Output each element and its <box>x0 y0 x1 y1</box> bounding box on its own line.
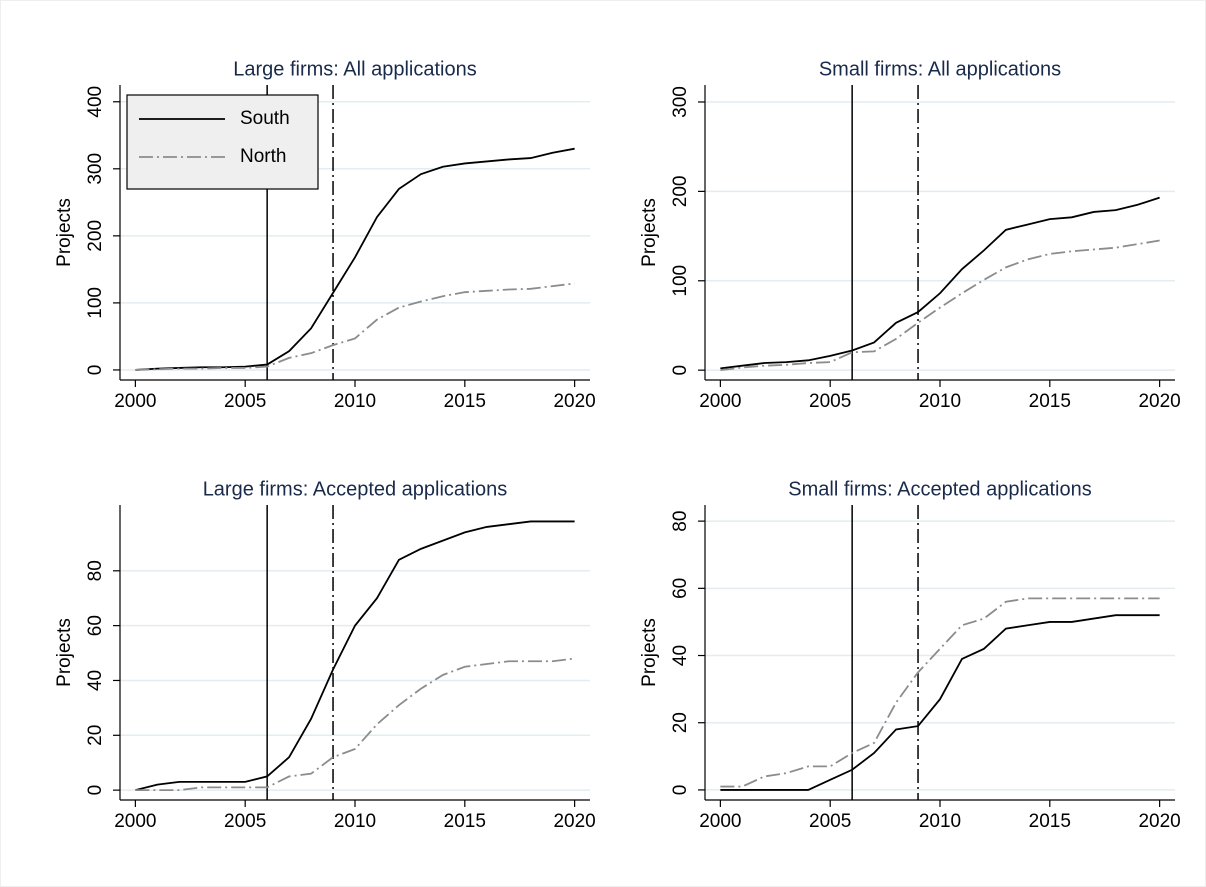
x-tick-label: 2010 <box>334 391 376 412</box>
series-line <box>135 282 575 371</box>
chart-title: Large firms: All applications <box>233 58 476 80</box>
x-tick-label: 2005 <box>809 811 851 832</box>
x-tick-label: 2000 <box>699 391 741 412</box>
y-tick-label: 200 <box>670 176 691 208</box>
x-tick-label: 2020 <box>1138 391 1180 412</box>
x-tick-label: 2000 <box>114 391 156 412</box>
x-tick-label: 2010 <box>919 391 961 412</box>
series-line <box>135 657 575 792</box>
y-tick-label: 300 <box>670 86 691 118</box>
x-tick-label: 2020 <box>553 391 595 412</box>
series-line <box>720 597 1160 788</box>
series-line <box>720 614 1160 791</box>
y-axis-label: Projects <box>54 618 75 687</box>
y-tick-label: 100 <box>670 265 691 297</box>
y-tick-label: 200 <box>85 220 106 252</box>
x-tick-label: 2010 <box>334 811 376 832</box>
x-tick-label: 2015 <box>1029 391 1071 412</box>
series-line <box>135 147 575 371</box>
y-axis-label: Projects <box>54 198 75 267</box>
x-tick-label: 2000 <box>114 811 156 832</box>
y-tick-label: 60 <box>670 578 691 599</box>
x-tick-label: 2005 <box>809 391 851 412</box>
x-tick-label: 2020 <box>1138 811 1180 832</box>
y-tick-label: 300 <box>85 153 106 185</box>
chart-title: Small firms: Accepted applications <box>788 478 1091 500</box>
y-tick-label: 60 <box>85 615 106 636</box>
y-tick-label: 40 <box>85 670 106 691</box>
x-tick-label: 2015 <box>444 811 486 832</box>
x-tick-label: 2015 <box>1029 811 1071 832</box>
y-tick-label: 0 <box>670 785 691 796</box>
y-tick-label: 20 <box>670 712 691 733</box>
y-tick-label: 0 <box>85 365 106 376</box>
series-line <box>720 239 1160 372</box>
y-tick-label: 80 <box>85 560 106 581</box>
legend-box <box>126 94 319 190</box>
x-tick-label: 2000 <box>699 811 741 832</box>
y-tick-label: 0 <box>85 785 106 796</box>
y-tick-label: 20 <box>85 725 106 746</box>
legend-label: South <box>240 108 290 129</box>
series-line <box>720 196 1160 370</box>
y-tick-label: 100 <box>85 287 106 319</box>
x-tick-label: 2015 <box>444 391 486 412</box>
legend-label: North <box>240 146 286 167</box>
x-tick-label: 2005 <box>224 811 266 832</box>
y-tick-label: 0 <box>670 365 691 376</box>
x-tick-label: 2020 <box>553 811 595 832</box>
x-tick-label: 2005 <box>224 391 266 412</box>
y-axis-label: Projects <box>639 618 660 687</box>
chart-title: Large firms: Accepted applications <box>203 478 508 500</box>
x-tick-label: 2010 <box>919 811 961 832</box>
series-line <box>135 520 575 792</box>
chart-title: Small firms: All applications <box>819 58 1061 80</box>
y-tick-label: 40 <box>670 645 691 666</box>
y-tick-label: 80 <box>670 511 691 532</box>
y-tick-label: 400 <box>85 86 106 118</box>
y-axis-label: Projects <box>639 198 660 267</box>
